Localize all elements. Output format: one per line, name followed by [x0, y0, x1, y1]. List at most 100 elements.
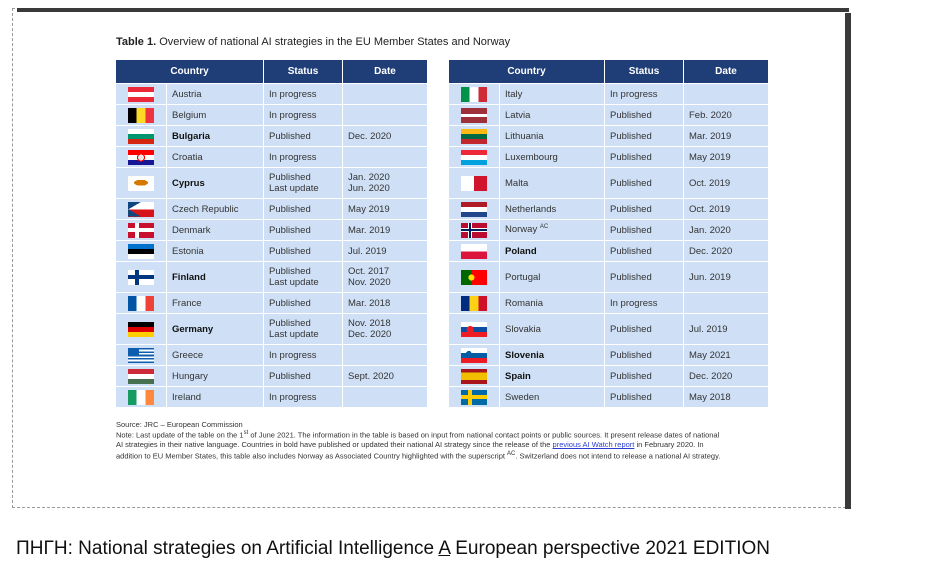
country-name: Norway [505, 224, 538, 236]
table-row: Lithuania Published Mar. 2019 [449, 126, 768, 146]
date-cell [343, 387, 427, 407]
date-cell: Dec. 2020 [684, 241, 768, 261]
date-cell: May 2018 [684, 387, 768, 407]
country-cell: Latvia [500, 105, 604, 125]
flag-cell [449, 241, 499, 261]
table-row: Spain Published Dec. 2020 [449, 366, 768, 386]
status-cell: Published [605, 345, 683, 365]
country-name: Czech Republic [172, 203, 239, 215]
date-cell: Jun. 2019 [684, 262, 768, 292]
header-date: Date [343, 60, 427, 83]
country-name: Poland [505, 245, 537, 257]
netherlands-flag-icon [461, 201, 487, 217]
note-superscript-ac: AC [507, 450, 516, 457]
status-text: Published [610, 271, 652, 283]
country-cell: Austria [167, 84, 263, 104]
status-text: In progress [269, 88, 317, 100]
previous-report-link[interactable]: previous AI Watch report [552, 440, 635, 450]
date-cell: Dec. 2020 [343, 126, 427, 146]
status-text: Published [610, 245, 652, 257]
status-text: In progress [269, 391, 317, 403]
status-text-secondary: Last update [269, 277, 319, 288]
date-text: Dec. 2020 [689, 370, 733, 382]
header-date: Date [684, 60, 768, 83]
flag-cell [116, 126, 166, 146]
country-name: Romania [505, 297, 544, 309]
date-cell: Feb. 2020 [684, 105, 768, 125]
status-cell: Published [264, 199, 342, 219]
country-name: Lithuania [505, 130, 544, 142]
date-cell: Oct. 2019 [684, 199, 768, 219]
country-cell: Italy [500, 84, 604, 104]
header-country: Country [449, 60, 604, 83]
country-cell: Slovakia [500, 314, 604, 344]
status-text: Published [269, 297, 311, 309]
frame-shadow-top [17, 8, 849, 12]
status-cell: In progress [605, 84, 683, 104]
country-name: France [172, 297, 202, 309]
country-name: Malta [505, 177, 529, 189]
denmark-flag-icon [128, 222, 154, 238]
date-text: Sept. 2020 [348, 370, 394, 382]
country-cell: Romania [500, 293, 604, 313]
slovakia-flag-icon [461, 321, 487, 337]
table-row: Estonia Published Jul. 2019 [116, 241, 427, 261]
table-row: Austria In progress [116, 84, 427, 104]
status-text-secondary: Last update [269, 329, 319, 340]
table-row: Luxembourg Published May 2019 [449, 147, 768, 167]
flag-cell [449, 345, 499, 365]
date-cell: Nov. 2018 Dec. 2020 [343, 314, 427, 344]
date-text: May 2018 [689, 391, 731, 403]
date-text-secondary: Dec. 2020 [348, 329, 392, 340]
date-text: May 2019 [348, 203, 390, 215]
status-text-secondary: Last update [269, 183, 319, 194]
status-text: Published [610, 151, 652, 163]
malta-flag-icon [461, 175, 487, 191]
caption-label: Table 1. [116, 36, 157, 48]
date-text: Jun. 2019 [689, 271, 731, 283]
country-cell: Czech Republic [167, 199, 263, 219]
status-cell: In progress [264, 345, 342, 365]
status-text: Published [269, 318, 311, 329]
status-text: Published [269, 130, 311, 142]
flag-cell [449, 168, 499, 198]
belgium-flag-icon [128, 107, 154, 123]
country-cell: Malta [500, 168, 604, 198]
table-row: Latvia Published Feb. 2020 [449, 105, 768, 125]
table-row: Sweden Published May 2018 [449, 387, 768, 407]
status-text: Published [610, 323, 652, 335]
status-cell: Published [605, 387, 683, 407]
date-text: Feb. 2020 [689, 109, 732, 121]
status-cell: In progress [264, 105, 342, 125]
france-flag-icon [128, 295, 154, 311]
source-line: Source: JRC – European Commission [116, 420, 243, 429]
country-cell: Luxembourg [500, 147, 604, 167]
greece-flag-icon [128, 347, 154, 363]
country-cell: Sweden [500, 387, 604, 407]
date-cell: Jan. 2020 Jun. 2020 [343, 168, 427, 198]
czech-flag-icon [128, 201, 154, 217]
status-cell: Published Last update [264, 168, 342, 198]
strategy-table-right: Country Status Date Italy In progress Latv… [448, 59, 769, 408]
note-text-c: in February 2020. In addition to EU Memb… [116, 440, 704, 461]
date-cell: Mar. 2018 [343, 293, 427, 313]
date-cell [684, 84, 768, 104]
table-row: Malta Published Oct. 2019 [449, 168, 768, 198]
date-text: Oct. 2019 [689, 177, 731, 189]
table-row: Hungary Published Sept. 2020 [116, 366, 427, 386]
finland-flag-icon [128, 269, 154, 285]
flag-cell [449, 387, 499, 407]
table-row: France Published Mar. 2018 [116, 293, 427, 313]
date-text: Jul. 2019 [689, 323, 728, 335]
status-cell: In progress [605, 293, 683, 313]
source-underlined-letter[interactable]: A [438, 538, 450, 559]
slovenia-flag-icon [461, 347, 487, 363]
flag-cell [449, 126, 499, 146]
flag-cell [449, 366, 499, 386]
date-cell: Oct. 2017 Nov. 2020 [343, 262, 427, 292]
date-text: Nov. 2018 [348, 318, 391, 329]
date-text: Dec. 2020 [689, 245, 733, 257]
header-country: Country [116, 60, 263, 83]
status-text: In progress [610, 88, 658, 100]
status-cell: Published [264, 366, 342, 386]
